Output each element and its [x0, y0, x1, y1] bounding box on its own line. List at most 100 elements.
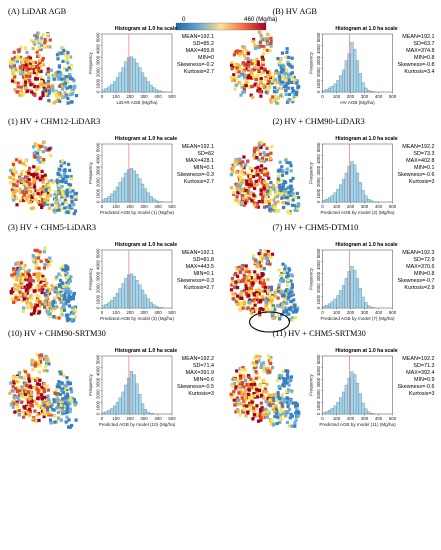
histogram-bar [325, 305, 329, 309]
map-cell [255, 297, 259, 302]
map-cell [232, 53, 236, 57]
map-cell [68, 407, 72, 411]
map-cell [73, 305, 78, 309]
map-cell [255, 360, 259, 364]
map-cell [287, 98, 291, 102]
map-cell [45, 84, 49, 88]
map-cell [58, 392, 62, 396]
map-cell [292, 195, 296, 199]
histogram-bar [364, 302, 368, 309]
y-tick-label: 2000 [316, 283, 321, 293]
stat-line: MIN=0.8 [414, 55, 435, 61]
map-cell [50, 284, 54, 288]
y-tick-label: 4000 [316, 366, 321, 376]
map-cell [274, 71, 278, 75]
map-cell [33, 197, 37, 201]
map-cell [265, 262, 269, 266]
map-cell [46, 191, 50, 196]
map-cell [285, 369, 290, 373]
map-cell [266, 249, 270, 254]
map-cell [246, 396, 250, 400]
map-cell [51, 181, 55, 185]
map-cell [257, 300, 261, 304]
map-cell [259, 264, 263, 268]
map-cell [287, 76, 291, 80]
map-cell [282, 293, 286, 298]
y-tick-label: 1000 [95, 400, 100, 410]
map-cell [26, 186, 30, 190]
map-cell [15, 184, 19, 188]
map-cell [23, 394, 27, 398]
histogram-bar [157, 90, 161, 93]
stat-line: MIN=0.6 [193, 377, 214, 383]
map-cell [27, 171, 31, 175]
map-cell [246, 59, 250, 63]
map-cell [64, 399, 68, 403]
map-cell [22, 297, 27, 301]
map-cell [280, 80, 285, 84]
map-cell [63, 94, 67, 99]
map-cell [22, 193, 26, 197]
map-cell [65, 205, 69, 209]
map-cell [247, 388, 251, 392]
map-cell [272, 198, 276, 202]
map-cell [253, 203, 257, 207]
map-cell [68, 397, 73, 401]
map-cell [31, 377, 35, 381]
map-cell [45, 310, 49, 314]
map-cell [269, 356, 273, 360]
map-cell [62, 285, 66, 289]
map-cell [31, 206, 35, 210]
histogram-bar [155, 306, 159, 309]
map-cell [279, 82, 283, 86]
map-cell [35, 87, 39, 91]
map-cell [69, 275, 73, 279]
map-cell [63, 293, 67, 297]
map-cell [36, 145, 40, 149]
stat-line: SD=71.4 [193, 363, 214, 369]
histogram-bar [364, 87, 368, 93]
map-cell [19, 89, 24, 93]
map-cell [267, 80, 271, 84]
y-tick-label: 2000 [95, 283, 100, 293]
map-cell [36, 382, 40, 386]
map-cell [55, 305, 59, 309]
map-cell [269, 188, 273, 192]
map-cell [65, 386, 69, 390]
map-cell [55, 208, 59, 212]
map-cell [234, 283, 238, 287]
y-tick-label: 3000 [316, 271, 321, 281]
map-cell [55, 406, 59, 410]
map-cell [290, 71, 294, 75]
histogram-bar [358, 73, 362, 93]
map-cell [234, 64, 238, 68]
map-cell [25, 384, 29, 388]
map-cell [38, 284, 42, 289]
map-cell [20, 169, 24, 174]
map-cell [247, 375, 251, 379]
map-cell [242, 408, 246, 412]
map-cell [66, 56, 70, 60]
map-cell [286, 86, 290, 90]
x-tick-label: 200 [347, 310, 355, 315]
map-cell [24, 381, 28, 385]
map-cell [29, 206, 34, 210]
map-cell [46, 202, 50, 206]
map-cell [21, 60, 25, 64]
map-cell [24, 278, 28, 282]
map-cell [234, 410, 238, 414]
y-tick-label: 4000 [95, 154, 100, 164]
map-cell [288, 64, 292, 68]
map-cell [278, 274, 283, 278]
y-tick-label: 1000 [316, 294, 321, 304]
map-cell [39, 200, 43, 204]
map-cell [65, 314, 69, 318]
stat-line: Kurtosis=3.4 [404, 69, 434, 75]
map-cell [255, 156, 259, 160]
map-cell [242, 406, 246, 410]
map-cell [269, 285, 273, 289]
map-cell [286, 278, 290, 282]
map-cell [55, 53, 60, 57]
map-cell [273, 307, 277, 311]
map-cell [278, 185, 282, 189]
